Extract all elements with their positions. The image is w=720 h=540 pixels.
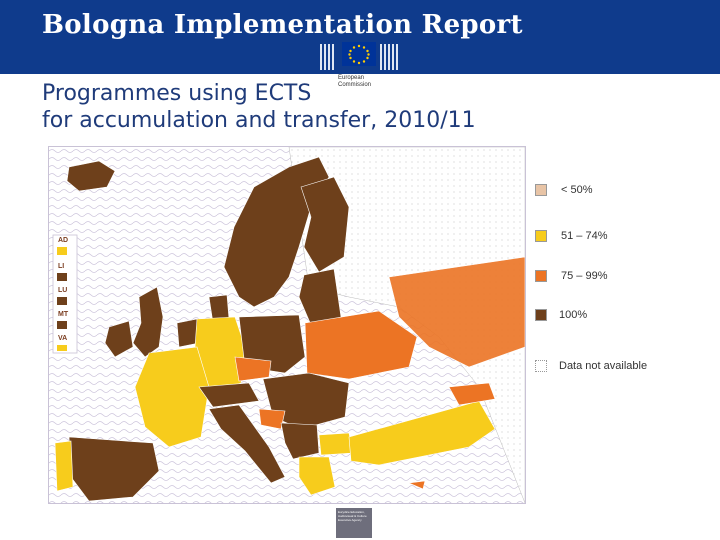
region-greece [298,456,336,496]
inset-va-swatch [57,345,67,351]
footer-logo-text: Eurydice Education, Audiovisual & Cultur… [338,510,367,522]
legend-item-no-data: Data not available [535,360,647,372]
region-alps [198,382,260,408]
region-cyprus [407,480,426,490]
legend-item-75-99: 75 – 99% [535,270,607,282]
legend-swatch [535,309,547,321]
legend-label: Data not available [559,360,648,372]
legend-label: 51 – 74% [561,230,608,242]
chart-subtitle: Programmes using ECTS for accumulation a… [42,80,476,134]
inset-label-va: VA [58,335,68,342]
region-portugal [54,440,74,492]
legend-label: 100% [559,309,588,321]
inset-label-mt: MT [58,311,69,318]
europe-map: AD LI LU MT VA [48,146,526,504]
region-czech [234,356,272,382]
logo-caption: European Commission [338,75,372,88]
legend-swatch [535,230,547,242]
region-ireland [104,320,134,358]
inset-li-swatch [57,273,67,281]
legend-label: < 50% [561,184,593,196]
inset-label-li: LI [58,263,65,270]
inset-lu-swatch [57,297,67,305]
region-bulgaria [318,432,354,456]
region-uk [132,286,164,358]
legend-swatch [535,184,547,196]
inset-mt-swatch [57,321,67,329]
eurydice-logo-icon: Eurydice Education, Audiovisual & Cultur… [336,508,372,538]
region-balkans [280,422,320,460]
region-finland [300,176,350,273]
european-commission-logo-icon [318,40,402,74]
inset-ad-swatch [57,247,67,255]
legend-swatch [535,270,547,282]
subtitle-line-2: for accumulation and transfer, 2010/11 [42,108,476,133]
region-russia [388,256,525,368]
subtitle-line-1: Programmes using ECTS [42,81,312,106]
legend-item-51-74: 51 – 74% [535,230,607,242]
legend-label: 75 – 99% [561,270,608,282]
region-iceland [66,160,116,192]
map-svg [49,147,525,503]
region-italy [208,404,286,484]
inset-label-lu: LU [58,287,68,294]
region-croatia [258,408,286,430]
inset-label-ad: AD [58,237,69,244]
region-scandinavia [223,156,330,308]
legend-item-100: 100% [535,309,587,321]
legend-swatch [535,360,547,372]
region-france [134,346,210,448]
region-caucasus [448,382,496,406]
legend-item-lt50: < 50% [535,184,593,196]
page-title: Bologna Implementation Report [42,10,523,40]
